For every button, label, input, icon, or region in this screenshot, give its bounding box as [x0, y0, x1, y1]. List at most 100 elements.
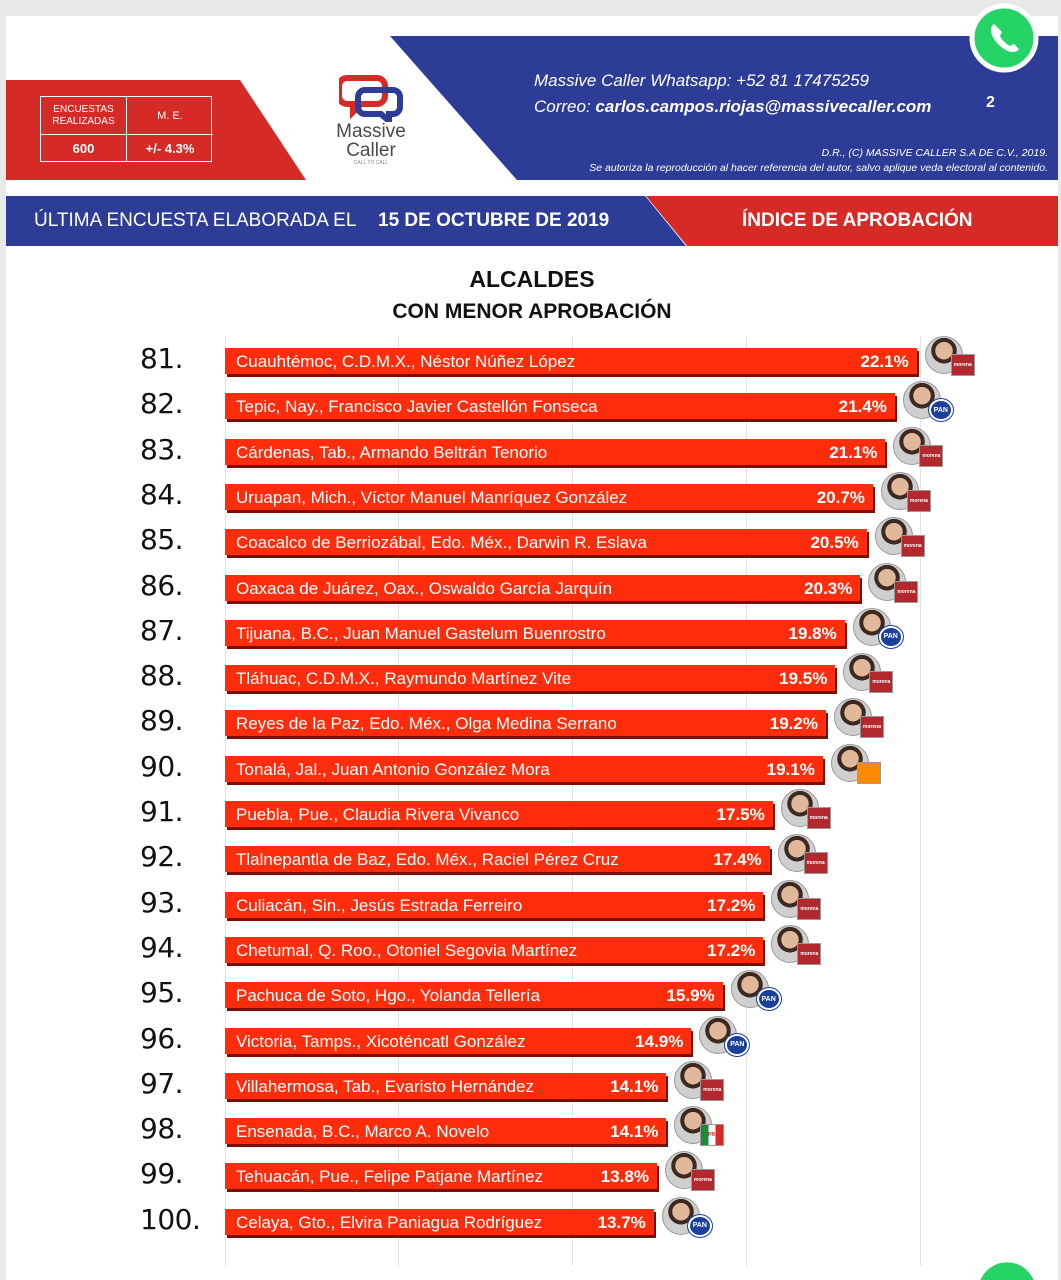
- rank-label: 85.: [140, 523, 184, 557]
- bar: Tijuana, B.C., Juan Manuel Gastelum Buen…: [225, 619, 845, 646]
- speech-bubbles-logo-icon: [339, 75, 403, 122]
- morena-party-logo-icon: morena: [690, 1169, 715, 1192]
- survey-stats-table: ENCUESTAS REALIZADAS M. E. 600 +/- 4.3%: [40, 96, 213, 162]
- morena-party-logo-icon: morena: [906, 489, 931, 512]
- bar: Reyes de la Paz, Edo. Méx., Olga Medina …: [225, 710, 826, 737]
- bar: Tlalnepantla de Baz, Edo. Méx., Raciel P…: [225, 846, 770, 873]
- bar-label: Pachuca de Soto, Hgo., Yolanda Tellería: [236, 986, 541, 1006]
- morena-party-logo-icon: morena: [803, 852, 828, 875]
- bar-label: Reyes de la Paz, Edo. Méx., Olga Medina …: [236, 714, 617, 734]
- chart-subtitle: CON MENOR APROBACIÓN: [392, 300, 672, 323]
- chart-row: 100. Celaya, Gto., Elvira Paniagua Rodríg…: [6, 1196, 1058, 1243]
- bar-label: Tepic, Nay., Francisco Javier Castellón …: [236, 397, 598, 417]
- chart-row: 84. Uruapan, Mich., Víctor Manuel Manríqu…: [6, 471, 1058, 518]
- morena-party-logo-icon: morena: [869, 671, 894, 694]
- data-label: 20.7%: [816, 487, 865, 507]
- bar-label: Villahermosa, Tab., Evaristo Hernández: [236, 1076, 534, 1096]
- pri-party-logo-icon: PRI: [700, 1124, 725, 1147]
- morena-party-logo-icon: morena: [806, 807, 831, 829]
- data-label: 14.9%: [635, 1031, 684, 1051]
- data-label: 19.2%: [769, 714, 818, 734]
- data-label: 13.7%: [597, 1212, 646, 1232]
- email-prefix: Correo:: [534, 97, 596, 116]
- morena-party-logo-icon: morena: [797, 897, 822, 920]
- bar: Tonalá, Jal., Juan Antonio González Mora…: [225, 755, 823, 782]
- rank-label: 95.: [140, 976, 184, 1010]
- bar-label: Puebla, Pue., Claudia Rivera Vivanco: [236, 805, 520, 824]
- chart-row: 82. Tepic, Nay., Francisco Javier Castell…: [6, 381, 1058, 427]
- bar: Celaya, Gto., Elvira Paniagua Rodríguez 1…: [225, 1208, 654, 1235]
- banner-index-title: ÍNDICE DE APROBACIÓN: [742, 210, 973, 231]
- whatsapp-icon-bottom[interactable]: [972, 1256, 1042, 1280]
- data-label: 20.5%: [810, 533, 859, 553]
- chart-row: 93. Culiacán, Sin., Jesús Estrada Ferreir…: [6, 879, 1058, 926]
- margin-error-header: M. E.: [127, 97, 213, 135]
- surveys-header: ENCUESTAS REALIZADAS: [41, 97, 127, 135]
- pan-party-logo-icon: PAN: [756, 988, 781, 1011]
- chart-row: 98. Ensenada, B.C., Marco A. Novelo 14.1% P…: [6, 1106, 1058, 1152]
- survey-banner: ÚLTIMA ENCUESTA ELABORADA EL 15 DE OCTUB…: [6, 196, 1058, 246]
- data-label: 14.1%: [610, 1076, 659, 1096]
- bar-label: Culiacán, Sin., Jesús Estrada Ferreiro: [236, 895, 523, 915]
- bar: Chetumal, Q. Roo., Otoniel Segovia Martí…: [225, 936, 764, 963]
- bar-label: Chetumal, Q. Roo., Otoniel Segovia Martí…: [236, 940, 578, 960]
- chart-row: 88. Tláhuac, C.D.M.X., Raymundo Martínez …: [6, 653, 1058, 699]
- rank-label: 83.: [140, 432, 184, 466]
- chart-row: 94. Chetumal, Q. Roo., Otoniel Segovia Ma…: [6, 924, 1058, 971]
- chart-row: 81. Cuauhtémoc, C.D.M.X., Néstor Núñez Ló…: [6, 336, 1058, 382]
- bar-label: Coacalco de Berriozábal, Edo. Méx., Darw…: [236, 533, 648, 553]
- rank-label: 91.: [140, 795, 184, 828]
- data-label: 21.4%: [838, 397, 887, 417]
- data-label: 20.3%: [804, 578, 853, 598]
- bar-label: Cárdenas, Tab., Armando Beltrán Tenorio: [236, 442, 548, 462]
- contact-info: Massive Caller Whatsapp: +52 81 17475259…: [534, 68, 931, 120]
- banner-red: [646, 196, 1058, 246]
- page-number: 2: [986, 94, 995, 111]
- chart-row: 97. Villahermosa, Tab., Evaristo Hernánde…: [6, 1060, 1058, 1107]
- email-contact: Correo: carlos.campos.riojas@massivecall…: [534, 94, 931, 120]
- rank-label: 88.: [140, 659, 184, 693]
- bar: Cuauhtémoc, C.D.M.X., Néstor Núñez López…: [225, 348, 917, 374]
- morena-party-logo-icon: morena: [859, 716, 884, 739]
- whatsapp-contact: Massive Caller Whatsapp: +52 81 17475259: [534, 71, 870, 90]
- morena-party-logo-icon: morena: [797, 942, 822, 965]
- chart-row: 91. Puebla, Pue., Claudia Rivera Vivanco 1…: [6, 789, 1058, 835]
- header-blue-panel: [390, 36, 1058, 180]
- pan-party-logo-icon: PAN: [687, 1214, 712, 1237]
- chart-row: 83. Cárdenas, Tab., Armando Beltrán Tenor…: [6, 426, 1058, 473]
- bar: Cárdenas, Tab., Armando Beltrán Tenorio 2…: [225, 438, 886, 465]
- pan-party-logo-icon: PAN: [725, 1033, 750, 1056]
- bar-label: Tonalá, Jal., Juan Antonio González Mora: [236, 759, 550, 779]
- bar-label: Oaxaca de Juárez, Oax., Oswaldo García J…: [236, 578, 613, 598]
- morena-party-logo-icon: morena: [919, 444, 944, 467]
- whatsapp-icon[interactable]: [968, 2, 1040, 74]
- logo-tagline: CALL TO CALL: [353, 160, 389, 166]
- bar: Tepic, Nay., Francisco Javier Castellón …: [225, 393, 895, 420]
- morena-party-logo-icon: morena: [700, 1078, 725, 1101]
- chart-row: 96. Victoria, Tamps., Xicoténcatl Gonzále…: [6, 1015, 1058, 1062]
- banner-date: 15 DE OCTUBRE DE 2019: [378, 210, 610, 231]
- morena-party-logo-icon: morena: [894, 580, 919, 603]
- morena-party-logo-icon: morena: [950, 354, 975, 376]
- bar: Pachuca de Soto, Hgo., Yolanda Tellería 1…: [225, 982, 723, 1009]
- bar: Victoria, Tamps., Xicoténcatl González 14…: [225, 1027, 692, 1054]
- pan-party-logo-icon: PAN: [878, 625, 903, 648]
- morena-party-logo-icon: morena: [900, 535, 925, 558]
- bar: Uruapan, Mich., Víctor Manuel Manríquez …: [225, 483, 873, 510]
- rank-label: 86.: [140, 568, 184, 602]
- chart-row: 95. Pachuca de Soto, Hgo., Yolanda Teller…: [6, 970, 1058, 1016]
- mc-party-logo-icon: [856, 761, 881, 784]
- legal-line1: D.R., (C) MASSIVE CALLER S.A DE C.V., 20…: [821, 147, 1048, 159]
- data-label: 14.1%: [610, 1122, 659, 1142]
- rank-label: 89.: [140, 704, 184, 738]
- grid-line: [920, 336, 921, 1266]
- bar-label: Tláhuac, C.D.M.X., Raymundo Martínez Vit…: [236, 669, 572, 689]
- chart-title: ALCALDES: [469, 266, 595, 292]
- bar: Puebla, Pue., Claudia Rivera Vivanco 17.5…: [225, 801, 773, 827]
- rank-label: 84.: [140, 477, 184, 511]
- bar: Ensenada, B.C., Marco A. Novelo 14.1%: [225, 1118, 667, 1145]
- rank-label: 97.: [140, 1066, 184, 1100]
- chart-row: 99. Tehuacán, Pue., Felipe Patjane Martín…: [6, 1151, 1058, 1197]
- bar-label: Tlalnepantla de Baz, Edo. Méx., Raciel P…: [236, 850, 619, 870]
- bar: Culiacán, Sin., Jesús Estrada Ferreiro 17…: [225, 891, 764, 918]
